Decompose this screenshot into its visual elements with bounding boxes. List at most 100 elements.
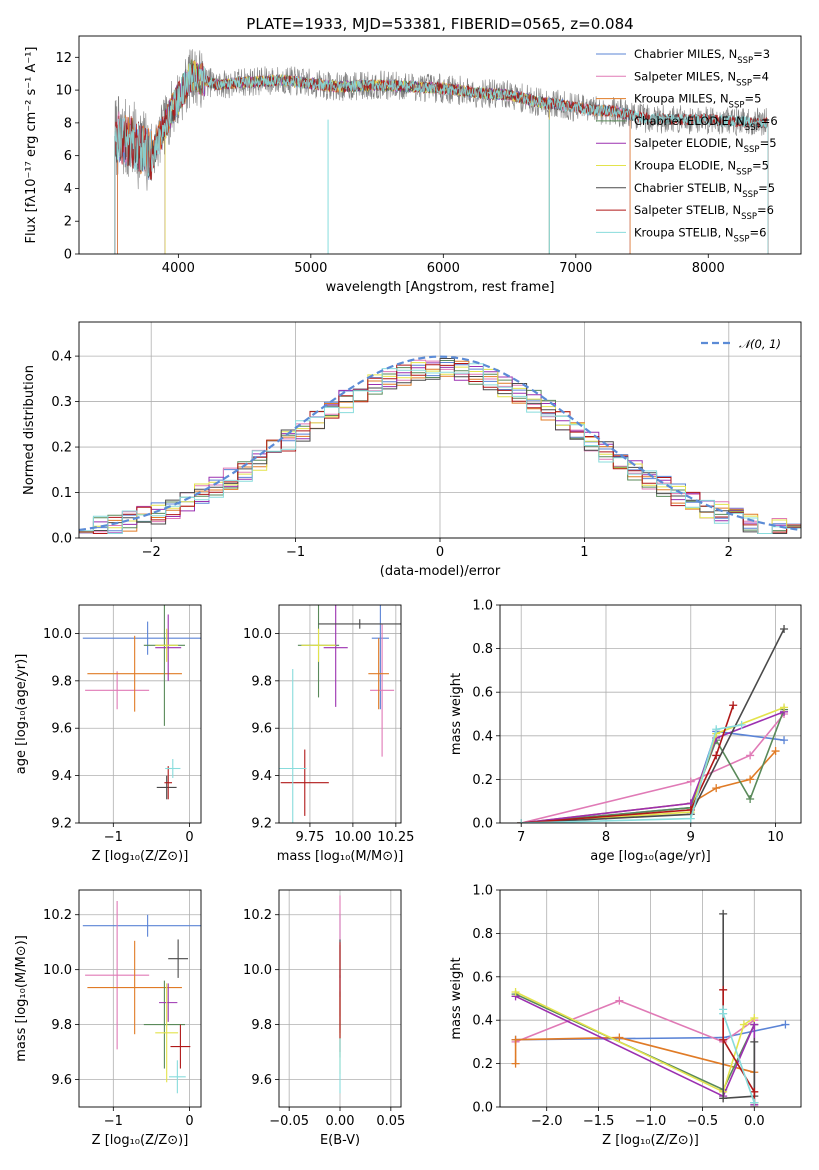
legend-subscript: SSP xyxy=(742,190,758,200)
mass-weight-vs-Z-x-axis-label: Z [log₁₀(Z/Z⊙)] xyxy=(602,1133,699,1148)
y-tick-label: 10.0 xyxy=(243,963,272,978)
errorbar-chabrier_miles xyxy=(371,605,389,710)
legend-count: =6 xyxy=(761,114,778,128)
errorbar-salpeter_stelib xyxy=(280,749,329,816)
y-tick-label: 0.0 xyxy=(51,532,72,547)
y-tick-label: 9.8 xyxy=(251,674,272,689)
legend-subscript: SSP xyxy=(741,212,757,222)
mass-weight-marker-kroupa_miles xyxy=(615,1033,624,1042)
x-tick-label: 8 xyxy=(602,830,610,845)
mass-vs-Z-x-axis-label: Z [log₁₀(Z/Z⊙)] xyxy=(92,1133,189,1148)
mass-weight-marker-chabrier_stelib xyxy=(719,1094,728,1103)
age-vs-Z-frame xyxy=(78,604,202,824)
y-tick-label: 9.4 xyxy=(51,769,72,784)
y-tick-label: 10.0 xyxy=(43,627,72,642)
age-vs-mass-panel: 9.75 10.00 10.25 9.2 9.4 9.6 9.8 10.0 mass [log₁… xyxy=(243,604,414,864)
mass-weight-marker-kroupa_miles xyxy=(771,747,780,756)
x-tick-label: −0.5 xyxy=(687,1114,719,1129)
mass-vs-Z-panel: −1 0 9.6 9.8 10.0 10.2 Z [log₁₀(Z/Z⊙)] mass [lo… xyxy=(14,889,202,1148)
legend-entry-chabrier_elodie: Chabrier ELODIE, NSSP=6 xyxy=(634,114,778,133)
errorbar-kroupa_elodie xyxy=(301,628,336,662)
x-tick-label: 0 xyxy=(185,1114,193,1129)
y-tick-label: 0.6 xyxy=(472,686,493,701)
mass-weight-marker-salpeter_stelib xyxy=(719,1035,728,1044)
y-tick-label: 6 xyxy=(64,149,72,164)
y-tick-label: 0 xyxy=(64,248,72,263)
errorbar-chabrier_stelib xyxy=(318,619,401,629)
x-tick-label: 10 xyxy=(767,830,784,845)
y-tick-label: 9.2 xyxy=(251,817,272,832)
spectrum-title: PLATE=1933, MJD=53381, FIBERID=0565, z=0… xyxy=(246,15,633,33)
errorbar-kroupa_miles xyxy=(87,635,182,712)
legend-label: Salpeter ELODIE, N xyxy=(634,136,744,150)
legend-count: =3 xyxy=(753,47,770,61)
x-tick-label: 10.00 xyxy=(334,830,371,845)
legend-subscript: SSP xyxy=(745,123,761,133)
legend-label: Chabrier STELIB, N xyxy=(634,181,742,195)
y-tick-label: 10.0 xyxy=(243,627,272,642)
x-tick-label: 4000 xyxy=(162,261,195,276)
x-tick-label: 9.75 xyxy=(295,830,324,845)
mass-vs-ebv-panel: −0.05 0.00 0.05 9.6 9.8 10.0 10.2 E(B-V) xyxy=(243,889,405,1148)
legend-count: =6 xyxy=(757,203,774,217)
residuals-panel: −2 −1 0 1 2 0.0 0.1 0.2 0.3 0.4 (data-model)/error… xyxy=(22,321,802,579)
errorbar-kroupa_stelib xyxy=(168,1060,186,1094)
x-tick-label: 9 xyxy=(687,830,695,845)
mass-weight-marker-salpeter_stelib xyxy=(719,985,728,994)
y-tick-label: 9.6 xyxy=(51,722,72,737)
x-tick-label: 5000 xyxy=(294,261,327,276)
errorbar-kroupa_elodie xyxy=(155,983,179,1083)
legend-subscript: SSP xyxy=(729,101,745,111)
y-tick-label: 10 xyxy=(55,84,72,99)
mass-weight-line-salpeter_stelib xyxy=(521,705,734,823)
y-tick-label: 0.0 xyxy=(472,817,493,832)
y-tick-label: 0.2 xyxy=(51,441,72,456)
legend-subscript: SSP xyxy=(737,56,753,66)
age-vs-mass-plot-area xyxy=(279,605,401,823)
mass-weight-vs-age-panel: 7 8 9 10 0.0 0.2 0.4 0.6 0.8 1.0 age [log₁₀(age/yr… xyxy=(449,599,802,864)
errorbar-kroupa_elodie xyxy=(155,628,179,662)
mass-weight-marker-kroupa_miles xyxy=(712,784,721,793)
mass-weight-line-salpeter_miles xyxy=(521,713,785,823)
y-tick-label: 2 xyxy=(64,215,72,230)
legend-label: Salpeter MILES, N xyxy=(634,69,736,83)
residuals-y-axis-label: Normed distribution xyxy=(22,365,37,495)
errorbar-chabrier_stelib xyxy=(156,775,177,800)
y-tick-label: 10.2 xyxy=(43,908,72,923)
y-tick-label: 9.6 xyxy=(251,722,272,737)
legend-count: =5 xyxy=(744,92,761,106)
x-tick-label: 2 xyxy=(725,545,733,560)
y-tick-label: 9.8 xyxy=(51,1018,72,1033)
age-vs-Z-panel: −1 0 9.2 9.4 9.6 9.8 10.0 Z [log₁₀(Z/Z⊙)] age [l… xyxy=(14,604,202,864)
y-tick-label: 10.0 xyxy=(43,963,72,978)
y-tick-label: 9.6 xyxy=(51,1073,72,1088)
y-tick-label: 0.0 xyxy=(472,1101,493,1116)
legend-count: =5 xyxy=(760,136,777,150)
mass-weight-marker-kroupa_elodie xyxy=(780,703,789,712)
legend-label: Kroupa ELODIE, N xyxy=(634,159,736,173)
x-tick-label: −1 xyxy=(286,545,305,560)
y-tick-label: 0.2 xyxy=(472,1057,493,1072)
y-tick-label: 0.4 xyxy=(472,729,493,744)
y-tick-label: 0.8 xyxy=(472,927,493,942)
mass-weight-marker-salpeter_miles xyxy=(686,777,695,786)
legend-subscript: SSP xyxy=(744,145,760,155)
mass-weight-line-kroupa_stelib xyxy=(521,724,742,823)
errorbar-salpeter_miles xyxy=(85,900,150,1050)
spectrum-panel: 4000 5000 6000 7000 8000 0 2 4 6 8 10 12 wavelength … xyxy=(24,15,802,295)
spectrum-plot-area xyxy=(114,49,769,254)
errorbar-salpeter_elodie xyxy=(159,983,178,1022)
x-tick-label: 7000 xyxy=(559,261,592,276)
mass-weight-marker-kroupa_elodie xyxy=(739,1020,748,1029)
errorbar-chabrier_stelib xyxy=(168,939,189,978)
legend-count: =5 xyxy=(752,159,769,173)
age-vs-Z-y-axis-label: age [log₁₀(age/yr)] xyxy=(14,654,29,775)
y-tick-label: 10.2 xyxy=(243,908,272,923)
y-tick-label: 0.3 xyxy=(51,395,72,410)
legend-count: =4 xyxy=(752,69,769,83)
y-tick-label: 0.2 xyxy=(472,773,493,788)
y-tick-label: 0.6 xyxy=(472,970,493,985)
